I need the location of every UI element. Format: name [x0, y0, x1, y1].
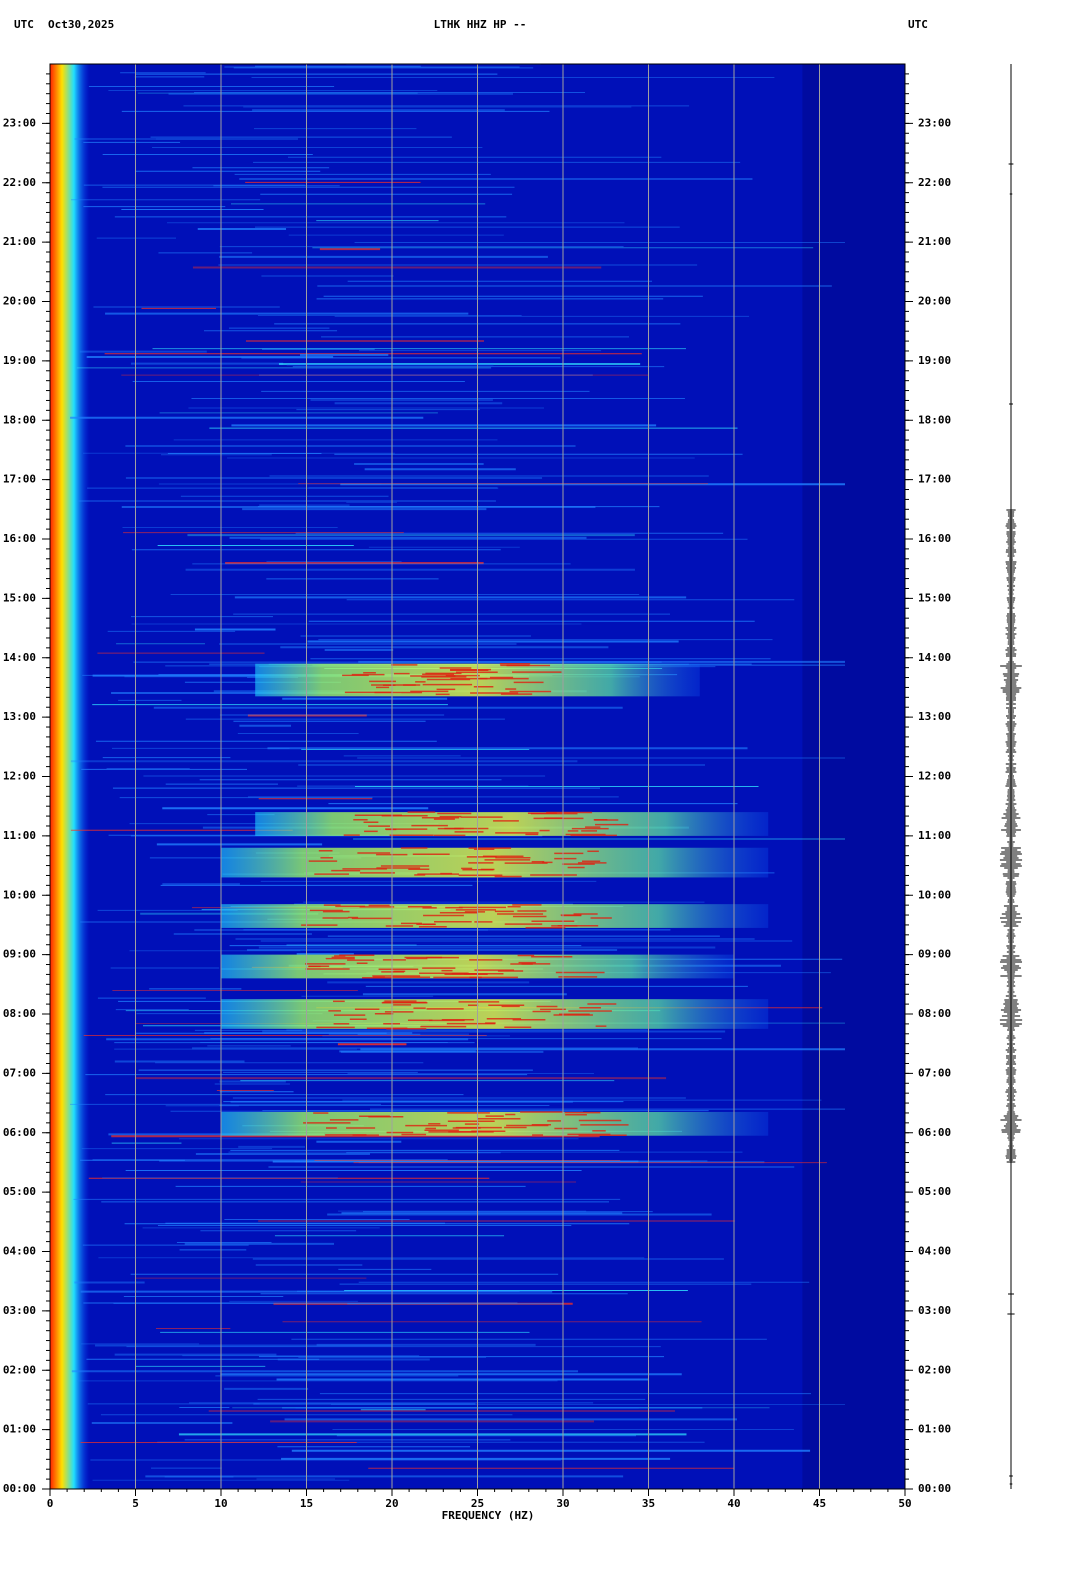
y-tick-label: 08:00: [918, 1007, 951, 1020]
y-tick-label: 01:00: [918, 1423, 951, 1436]
texture: [802, 64, 905, 1489]
y-tick-label: 18:00: [3, 413, 36, 426]
x-tick-label: 10: [214, 1497, 227, 1510]
date: Oct30,2025: [48, 18, 114, 31]
x-tick-label: 45: [813, 1497, 826, 1510]
y-tick-label: 12:00: [918, 770, 951, 783]
y-tick-label: 05:00: [3, 1185, 36, 1198]
y-tick-label: 10:00: [3, 888, 36, 901]
y-tick-label: 23:00: [3, 116, 36, 129]
energy-band: [221, 1111, 769, 1136]
energy-band: [255, 812, 769, 836]
x-tick-label: 0: [47, 1497, 54, 1510]
y-tick-label: 12:00: [3, 770, 36, 783]
y-tick-label: 16:00: [918, 532, 951, 545]
y-tick-label: 06:00: [3, 1126, 36, 1139]
x-tick-label: 50: [898, 1497, 911, 1510]
y-tick-label: 14:00: [3, 651, 36, 664]
y-tick-label: 17:00: [3, 473, 36, 486]
y-tick-label: 18:00: [918, 413, 951, 426]
x-tick-label: 35: [642, 1497, 655, 1510]
y-tick-label: 09:00: [3, 948, 36, 961]
y-tick-label: 15:00: [918, 591, 951, 604]
x-tick-label: 30: [556, 1497, 569, 1510]
y-tick-label: 08:00: [3, 1007, 36, 1020]
y-tick-label: 07:00: [918, 1066, 951, 1079]
y-tick-label: 22:00: [918, 176, 951, 189]
timezone-right: UTC: [908, 18, 928, 31]
y-tick-label: 14:00: [918, 651, 951, 664]
y-tick-label: 07:00: [3, 1066, 36, 1079]
y-tick-label: 01:00: [3, 1423, 36, 1436]
y-tick-label: 19:00: [918, 354, 951, 367]
y-tick-label: 13:00: [918, 710, 951, 723]
plot-frame: [49, 63, 906, 1490]
y-tick-label: 15:00: [3, 591, 36, 604]
y-tick-label: 10:00: [918, 888, 951, 901]
x-axis-title: FREQUENCY (HZ): [442, 1509, 535, 1522]
y-tick-label: 03:00: [918, 1304, 951, 1317]
y-tick-label: 21:00: [918, 235, 951, 248]
y-tick-label: 03:00: [3, 1304, 36, 1317]
x-tick-label: 40: [727, 1497, 740, 1510]
y-tick-label: 05:00: [918, 1185, 951, 1198]
x-tick-label: 25: [471, 1497, 484, 1510]
y-tick-label: 02:00: [3, 1363, 36, 1376]
y-tick-label: 19:00: [3, 354, 36, 367]
chart-title: LTHK HHZ HP --: [434, 18, 527, 31]
y-tick-label: 09:00: [918, 948, 951, 961]
y-tick-label: 11:00: [918, 829, 951, 842]
texture: [50, 64, 90, 1489]
y-tick-label: 22:00: [3, 176, 36, 189]
energy-band: [221, 904, 769, 928]
y-tick-label: 11:00: [3, 829, 36, 842]
energy-band: [221, 847, 769, 878]
y-tick-label: 06:00: [918, 1126, 951, 1139]
y-tick-label: 21:00: [3, 235, 36, 248]
y-tick-label: 23:00: [918, 116, 951, 129]
y-tick-label: 17:00: [918, 473, 951, 486]
y-tick-label: 13:00: [3, 710, 36, 723]
y-tick-label: 04:00: [918, 1245, 951, 1258]
x-tick-label: 20: [385, 1497, 398, 1510]
y-tick-label: 04:00: [3, 1245, 36, 1258]
timezone-left: UTC: [14, 18, 34, 31]
y-tick-label: 00:00: [3, 1482, 36, 1495]
y-tick-label: 20:00: [3, 295, 36, 308]
y-tick-label: 16:00: [3, 532, 36, 545]
y-tick-label: 02:00: [918, 1363, 951, 1376]
energy-band: [221, 999, 769, 1029]
x-tick-label: 15: [300, 1497, 313, 1510]
x-tick-label: 5: [132, 1497, 139, 1510]
y-tick-label: 20:00: [918, 295, 951, 308]
y-tick-label: 00:00: [918, 1482, 951, 1495]
